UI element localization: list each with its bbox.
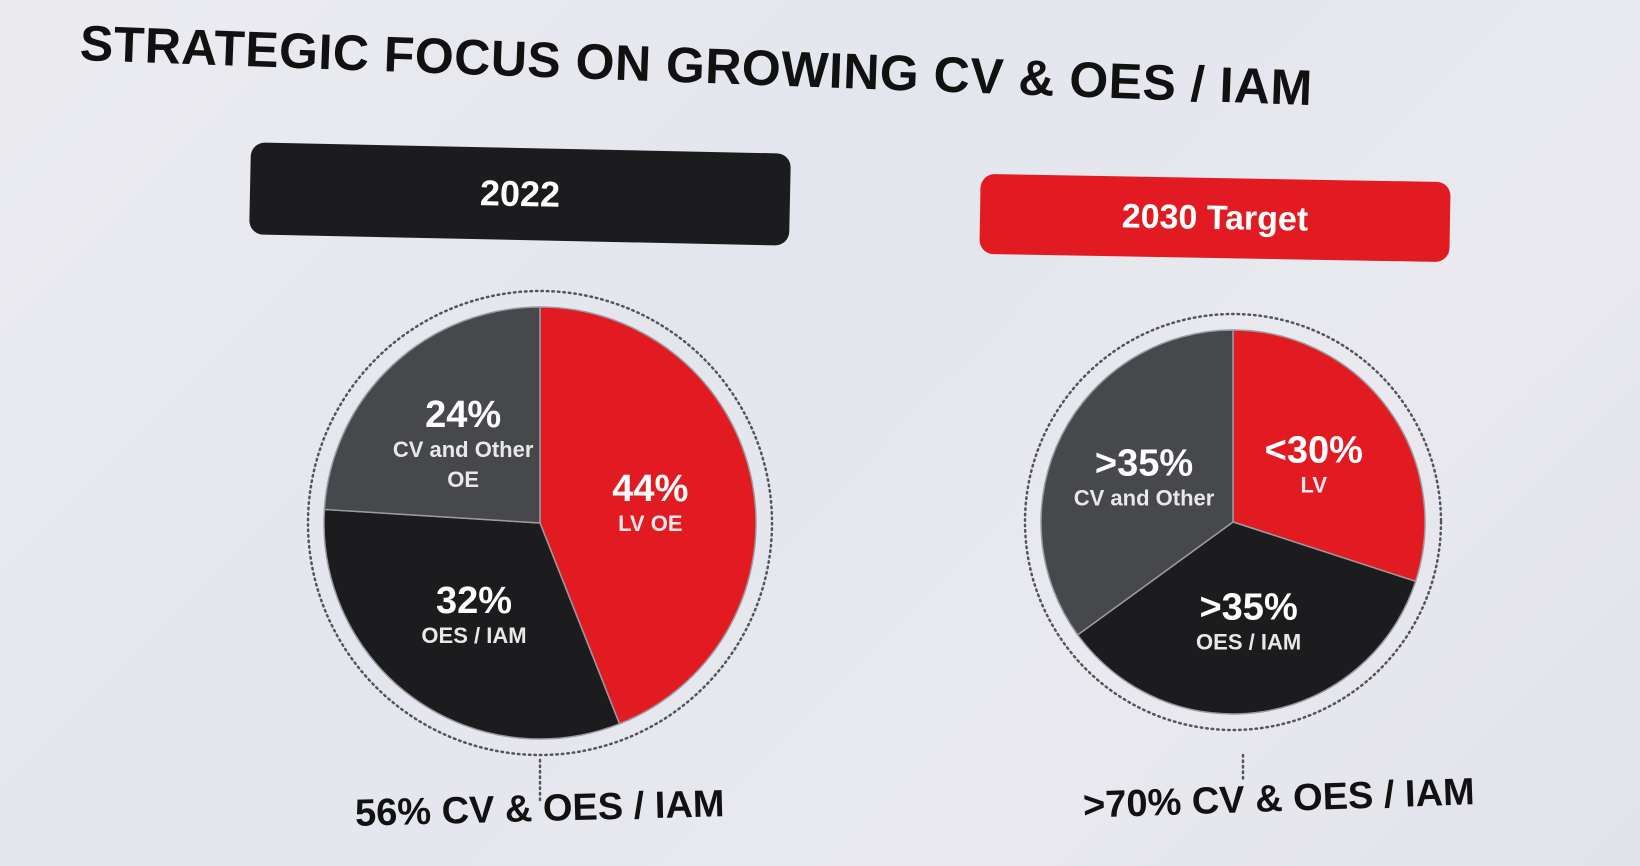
pie-slice-label: OES / IAM xyxy=(421,623,526,648)
pie-slice xyxy=(1076,521,1417,715)
pie-slice-percent: >35% xyxy=(1199,587,1297,629)
pie-dotted-ring xyxy=(306,289,774,757)
pie-slice-label: CV and Other xyxy=(1074,486,1215,511)
pie-dotted-ring xyxy=(1023,312,1443,732)
pie-slice-label: OE xyxy=(447,467,479,492)
pie-slice-label: CV and Other xyxy=(393,437,534,462)
pie-slice xyxy=(323,508,621,740)
pie-slice-percent: 24% xyxy=(425,394,501,436)
pie-slice xyxy=(1040,329,1234,636)
pie-slice-percent: <30% xyxy=(1265,429,1363,471)
pie-chart-2030-target: <30%LV>35%OES / IAM>35%CV and Other xyxy=(1023,312,1443,782)
pie-chart-2022: 44%LV OE 32%OES / IAM 24%CV and Other OE xyxy=(306,289,774,802)
pie-slice-percent: 44% xyxy=(612,468,688,510)
pie-slice-label: LV OE xyxy=(618,511,682,536)
pie-slice-percent: >35% xyxy=(1095,443,1193,485)
pie-slice-percent: 32% xyxy=(436,580,512,622)
pie-slice-label: OES / IAM xyxy=(1196,630,1301,655)
pie-slice xyxy=(539,306,757,725)
pie-slice xyxy=(323,306,541,524)
pie-slice xyxy=(1232,329,1426,583)
pie-slice-label: LV xyxy=(1301,472,1328,497)
